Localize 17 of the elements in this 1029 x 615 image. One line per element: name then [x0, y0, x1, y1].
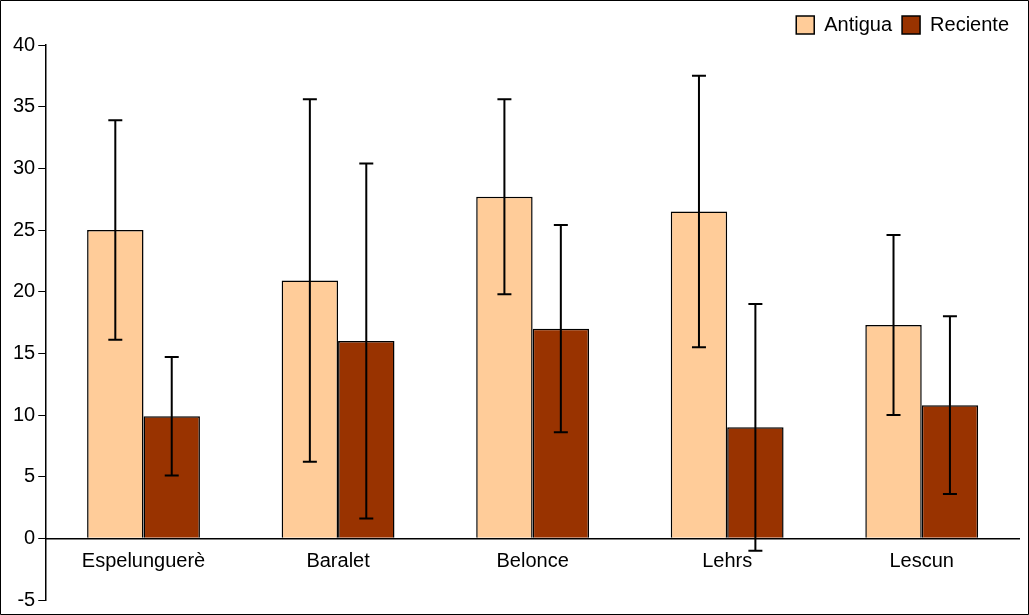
y-tick-label: 15	[13, 340, 36, 363]
legend-label: Reciente	[930, 12, 1009, 35]
y-tick-label: 30	[13, 155, 36, 178]
y-tick-label: 10	[13, 402, 36, 425]
y-tick-label: 5	[24, 464, 36, 487]
y-tick-label: 20	[13, 279, 36, 302]
y-tick-label: -5	[17, 587, 36, 610]
y-tick-label: 40	[13, 32, 36, 55]
legend-label: Antigua	[824, 12, 893, 35]
y-tick-label: 35	[13, 94, 36, 117]
x-tick-label: Baralet	[306, 548, 371, 571]
x-tick-label: Lehrs	[702, 548, 753, 571]
y-tick-label: 0	[24, 525, 36, 548]
x-tick-label: Belonce	[496, 548, 569, 571]
x-tick-label: Espelunguerè	[81, 548, 206, 571]
x-tick-label: Lescun	[889, 548, 954, 571]
y-tick-label: 25	[13, 217, 36, 240]
